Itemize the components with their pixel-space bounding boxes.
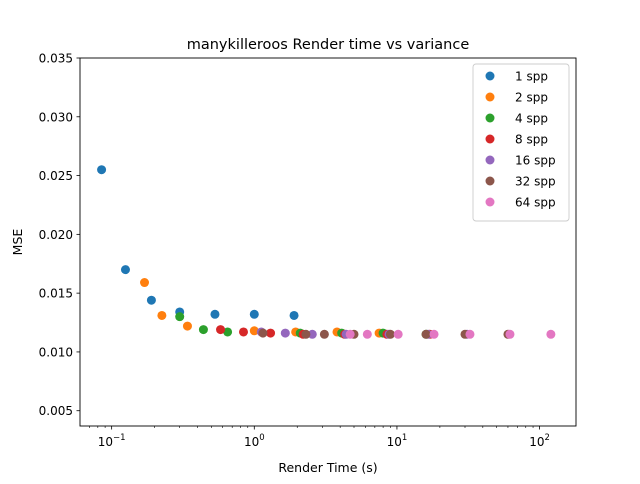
y-tick-label: 0.035 <box>39 52 73 66</box>
data-point <box>307 329 317 339</box>
data-point <box>385 329 395 339</box>
data-point <box>546 329 556 339</box>
legend-marker <box>485 197 495 207</box>
legend-marker <box>485 134 495 144</box>
x-axis-ticks: 10−1 100 101 102 <box>89 426 550 449</box>
data-point <box>249 326 259 336</box>
y-tick-label: 0.020 <box>39 228 73 242</box>
x-tick-label: 102 <box>529 433 550 449</box>
y-tick-label: 0.025 <box>39 169 73 183</box>
data-point <box>216 325 226 335</box>
legend-entry-label: 4 spp <box>515 112 548 126</box>
data-point <box>146 295 156 305</box>
data-point <box>157 310 167 320</box>
data-point <box>238 327 248 337</box>
legend-marker <box>485 92 495 102</box>
legend-entry-label: 2 spp <box>515 91 548 105</box>
legend-entry-label: 32 spp <box>515 175 556 189</box>
data-point <box>266 328 276 338</box>
data-point <box>393 329 403 339</box>
data-point <box>249 309 259 319</box>
data-point <box>421 329 431 339</box>
plot-area <box>97 165 556 339</box>
x-tick-label: 100 <box>244 433 265 449</box>
y-axis-ticks: 0.005 0.010 0.015 0.020 0.025 0.030 0.035 <box>39 52 80 418</box>
data-point <box>175 312 185 322</box>
chart-title: manykilleroos Render time vs variance <box>187 37 470 53</box>
data-point <box>223 327 233 337</box>
y-tick-label: 0.015 <box>39 287 73 301</box>
data-point <box>345 329 355 339</box>
legend-entry-label: 64 spp <box>515 196 556 210</box>
data-point <box>319 329 329 339</box>
legend-marker <box>485 113 495 123</box>
y-tick-label: 0.030 <box>39 110 73 124</box>
x-tick-label: 10−1 <box>98 433 126 449</box>
legend-marker <box>485 71 495 81</box>
legend-marker <box>485 155 495 165</box>
data-point <box>280 328 290 338</box>
data-point <box>120 265 130 275</box>
data-point <box>97 165 107 175</box>
data-point <box>198 325 208 335</box>
x-tick-label: 101 <box>387 433 408 449</box>
data-point <box>301 329 311 339</box>
data-point <box>362 329 372 339</box>
legend: 1 spp 2 spp 4 spp 8 spp 16 spp 32 spp 64 spp <box>472 63 570 222</box>
legend-marker <box>485 176 495 186</box>
data-point <box>140 278 150 288</box>
series-64-spp <box>345 329 556 339</box>
data-point <box>289 310 299 320</box>
y-tick-label: 0.010 <box>39 345 73 359</box>
legend-entry-label: 1 spp <box>515 70 548 84</box>
series-1-spp <box>97 165 299 320</box>
legend-entry-label: 8 spp <box>515 133 548 147</box>
data-point <box>210 309 220 319</box>
data-point <box>429 329 439 339</box>
axes-frame <box>79 57 577 427</box>
y-axis-label: MSE <box>10 229 25 256</box>
legend-entry-label: 16 spp <box>515 154 556 168</box>
data-point <box>465 329 475 339</box>
legend-frame <box>472 63 570 222</box>
y-tick-label: 0.005 <box>39 404 73 418</box>
data-point <box>505 329 515 339</box>
data-point <box>258 328 268 338</box>
data-point <box>182 321 192 331</box>
x-axis-label: Render Time (s) <box>278 460 377 475</box>
